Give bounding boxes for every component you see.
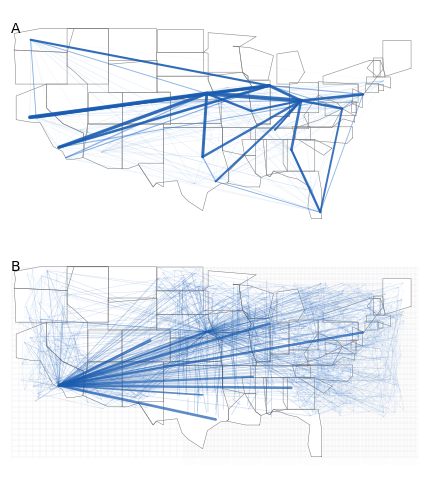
Polygon shape	[373, 297, 385, 315]
Polygon shape	[16, 323, 83, 397]
Polygon shape	[242, 140, 267, 178]
Polygon shape	[215, 331, 256, 366]
Polygon shape	[289, 320, 318, 350]
Polygon shape	[223, 128, 255, 156]
Polygon shape	[277, 289, 304, 323]
Polygon shape	[366, 315, 390, 326]
Polygon shape	[325, 103, 356, 117]
Polygon shape	[122, 93, 170, 124]
Polygon shape	[170, 338, 221, 362]
Polygon shape	[122, 124, 163, 188]
Polygon shape	[46, 85, 88, 141]
Polygon shape	[263, 378, 287, 415]
Polygon shape	[138, 128, 229, 211]
Polygon shape	[277, 52, 304, 85]
Polygon shape	[318, 83, 358, 103]
Polygon shape	[14, 30, 67, 53]
Polygon shape	[283, 140, 315, 172]
Polygon shape	[157, 53, 208, 77]
Polygon shape	[67, 267, 157, 303]
Polygon shape	[270, 324, 289, 354]
Polygon shape	[298, 140, 332, 156]
Polygon shape	[243, 73, 270, 124]
Polygon shape	[353, 90, 363, 108]
Polygon shape	[296, 109, 355, 128]
Polygon shape	[383, 279, 411, 314]
Polygon shape	[383, 41, 411, 77]
Polygon shape	[350, 340, 356, 350]
Polygon shape	[67, 30, 108, 85]
Polygon shape	[122, 330, 170, 362]
Polygon shape	[256, 112, 308, 128]
Polygon shape	[46, 323, 88, 379]
Polygon shape	[208, 73, 252, 96]
Polygon shape	[108, 61, 157, 93]
Polygon shape	[208, 311, 252, 334]
Polygon shape	[227, 156, 261, 188]
Polygon shape	[323, 299, 384, 334]
Polygon shape	[353, 327, 363, 346]
Polygon shape	[138, 366, 229, 449]
Polygon shape	[292, 365, 353, 382]
Polygon shape	[350, 102, 356, 112]
Polygon shape	[88, 330, 122, 362]
Polygon shape	[215, 94, 256, 128]
Polygon shape	[367, 299, 380, 314]
Polygon shape	[292, 128, 353, 144]
Polygon shape	[267, 172, 322, 219]
Polygon shape	[233, 285, 273, 319]
Polygon shape	[14, 267, 67, 291]
Polygon shape	[233, 47, 273, 81]
Polygon shape	[256, 350, 308, 366]
Polygon shape	[14, 51, 67, 85]
Polygon shape	[83, 124, 122, 169]
Polygon shape	[366, 78, 390, 89]
Polygon shape	[298, 378, 332, 394]
Polygon shape	[14, 288, 67, 323]
Polygon shape	[373, 59, 385, 78]
Polygon shape	[378, 323, 383, 329]
Polygon shape	[157, 291, 208, 314]
Polygon shape	[325, 341, 356, 354]
Polygon shape	[227, 394, 261, 425]
Polygon shape	[267, 409, 322, 457]
Polygon shape	[289, 83, 318, 112]
Polygon shape	[203, 271, 256, 311]
Polygon shape	[223, 366, 255, 394]
Polygon shape	[263, 140, 287, 177]
Polygon shape	[16, 85, 83, 160]
Polygon shape	[365, 322, 378, 330]
Polygon shape	[242, 378, 267, 416]
Polygon shape	[203, 34, 256, 73]
Polygon shape	[163, 124, 223, 151]
Polygon shape	[170, 101, 221, 124]
Polygon shape	[251, 128, 310, 140]
Polygon shape	[88, 93, 122, 124]
Polygon shape	[122, 362, 163, 425]
Polygon shape	[83, 362, 122, 407]
Polygon shape	[157, 77, 216, 101]
Text: A: A	[11, 22, 20, 36]
Polygon shape	[365, 84, 378, 93]
Polygon shape	[270, 86, 289, 117]
Polygon shape	[318, 320, 358, 341]
Polygon shape	[163, 362, 223, 389]
Polygon shape	[283, 378, 315, 409]
Polygon shape	[157, 30, 203, 53]
Polygon shape	[323, 61, 384, 96]
Polygon shape	[67, 30, 157, 65]
Polygon shape	[367, 61, 380, 77]
Polygon shape	[157, 314, 216, 338]
Text: B: B	[11, 260, 20, 274]
Polygon shape	[304, 96, 342, 128]
Polygon shape	[243, 311, 270, 362]
Polygon shape	[157, 267, 203, 291]
Polygon shape	[378, 85, 383, 91]
Polygon shape	[251, 365, 310, 378]
Polygon shape	[67, 267, 108, 323]
Polygon shape	[304, 334, 342, 366]
Polygon shape	[296, 347, 355, 366]
Polygon shape	[108, 299, 157, 330]
